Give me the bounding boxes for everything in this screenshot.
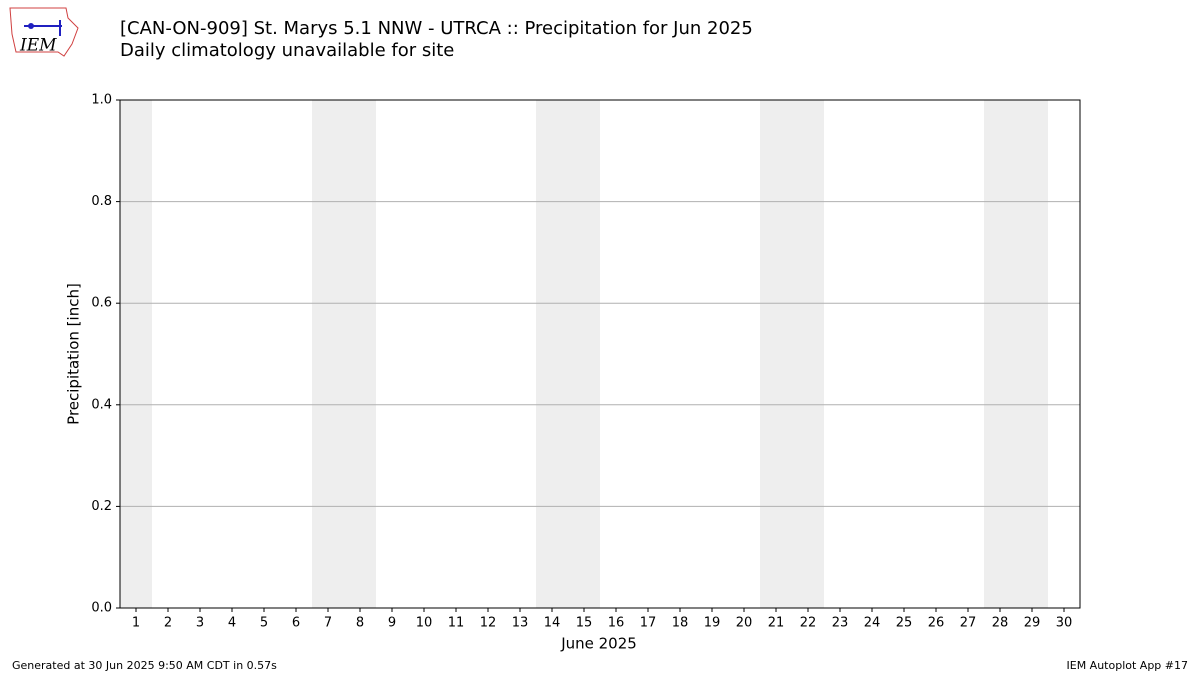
x-tick-label: 5 (260, 616, 268, 631)
x-tick-label: 16 (608, 616, 625, 631)
x-tick-label: 17 (640, 616, 657, 631)
x-axis-label: June 2025 (560, 635, 637, 653)
x-tick-label: 8 (356, 616, 364, 631)
x-tick-label: 26 (928, 616, 945, 631)
weekend-shade (312, 100, 344, 608)
x-tick-label: 30 (1056, 616, 1073, 631)
x-tick-label: 7 (324, 616, 332, 631)
weekend-shade (120, 100, 152, 608)
x-tick-label: 18 (672, 616, 689, 631)
weekend-shade (1016, 100, 1048, 608)
y-tick-label: 0.6 (91, 296, 112, 311)
x-tick-label: 12 (480, 616, 497, 631)
logo-text: IEM (19, 36, 57, 56)
x-tick-label: 27 (960, 616, 977, 631)
weekend-shade (568, 100, 600, 608)
plot-frame (119, 99, 1081, 609)
weekend-shade (792, 100, 824, 608)
x-tick-label: 10 (416, 616, 433, 631)
footer-left: Generated at 30 Jun 2025 9:50 AM CDT in … (12, 659, 277, 672)
y-tick-label: 0.8 (91, 194, 112, 209)
x-tick-label: 21 (768, 616, 785, 631)
weekend-shade (984, 100, 1016, 608)
x-tick-label: 24 (864, 616, 881, 631)
weekend-shade (536, 100, 568, 608)
x-tick-label: 6 (292, 616, 300, 631)
x-tick-label: 20 (736, 616, 753, 631)
y-tick-label: 0.0 (91, 601, 112, 616)
logo: IEM (9, 7, 79, 57)
chart-subtitle: Daily climatology unavailable for site (120, 40, 454, 61)
weekend-shade (760, 100, 792, 608)
y-tick-label: 0.2 (91, 499, 112, 514)
x-tick-label: 25 (896, 616, 913, 631)
x-tick-label: 23 (832, 616, 849, 631)
x-tick-label: 22 (800, 616, 817, 631)
x-tick-label: 1 (132, 616, 140, 631)
y-tick-label: 0.4 (91, 397, 112, 412)
weekend-shade (344, 100, 376, 608)
x-tick-label: 11 (448, 616, 465, 631)
footer-right: IEM Autoplot App #17 (1067, 659, 1189, 672)
x-tick-label: 13 (512, 616, 529, 631)
x-tick-label: 28 (992, 616, 1009, 631)
x-tick-label: 14 (544, 616, 561, 631)
y-axis-label: Precipitation [inch] (65, 283, 83, 425)
chart-title: [CAN-ON-909] St. Marys 5.1 NNW - UTRCA :… (120, 18, 753, 39)
x-tick-label: 3 (196, 616, 204, 631)
x-tick-label: 29 (1024, 616, 1041, 631)
x-tick-label: 4 (228, 616, 236, 631)
x-tick-label: 9 (388, 616, 396, 631)
x-tick-label: 15 (576, 616, 593, 631)
x-tick-label: 2 (164, 616, 172, 631)
y-tick-label: 1.0 (91, 93, 112, 108)
x-tick-label: 19 (704, 616, 721, 631)
